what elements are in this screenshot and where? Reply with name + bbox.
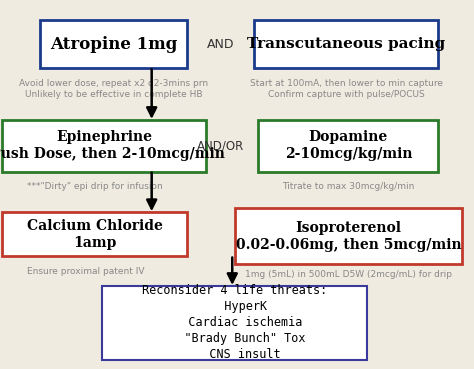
FancyBboxPatch shape: [40, 20, 187, 68]
Text: Calcium Chloride
1amp: Calcium Chloride 1amp: [27, 219, 163, 250]
Text: Transcutaneous pacing: Transcutaneous pacing: [247, 37, 445, 51]
Text: Epinephrine
*Push Dose, then 2-10mcg/min: Epinephrine *Push Dose, then 2-10mcg/min: [0, 130, 225, 161]
Text: 1mg (5mL) in 500mL D5W (2mcg/mL) for drip: 1mg (5mL) in 500mL D5W (2mcg/mL) for dri…: [245, 270, 452, 279]
FancyBboxPatch shape: [254, 20, 438, 68]
Text: Isoproterenol
0.02-0.06mg, then 5mcg/min: Isoproterenol 0.02-0.06mg, then 5mcg/min: [236, 221, 461, 252]
Text: Atropine 1mg: Atropine 1mg: [50, 36, 177, 53]
FancyBboxPatch shape: [102, 286, 367, 360]
Text: AND/OR: AND/OR: [197, 139, 244, 152]
Text: Start at 100mA, then lower to min capture
Confirm capture with pulse/POCUS: Start at 100mA, then lower to min captur…: [249, 79, 443, 99]
FancyBboxPatch shape: [258, 120, 438, 172]
Text: Titrate to max 30mcg/kg/min: Titrate to max 30mcg/kg/min: [282, 182, 415, 191]
Text: Reconsider 4 life threats:
   HyperK
   Cardiac ischemia
   "Brady Bunch" Tox
  : Reconsider 4 life threats: HyperK Cardia…: [142, 284, 327, 361]
Text: Avoid lower dose, repeat x2 q2-3mins prn
Unlikely to be effective in complete HB: Avoid lower dose, repeat x2 q2-3mins prn…: [19, 79, 208, 99]
FancyBboxPatch shape: [235, 208, 462, 264]
FancyBboxPatch shape: [2, 120, 206, 172]
Text: AND: AND: [207, 38, 234, 51]
Text: Ensure proximal patent IV: Ensure proximal patent IV: [27, 267, 144, 276]
Text: Dopamine
2-10mcg/kg/min: Dopamine 2-10mcg/kg/min: [285, 130, 412, 161]
FancyBboxPatch shape: [2, 212, 187, 256]
Text: ***"Dirty" epi drip for infusion: ***"Dirty" epi drip for infusion: [27, 182, 163, 191]
